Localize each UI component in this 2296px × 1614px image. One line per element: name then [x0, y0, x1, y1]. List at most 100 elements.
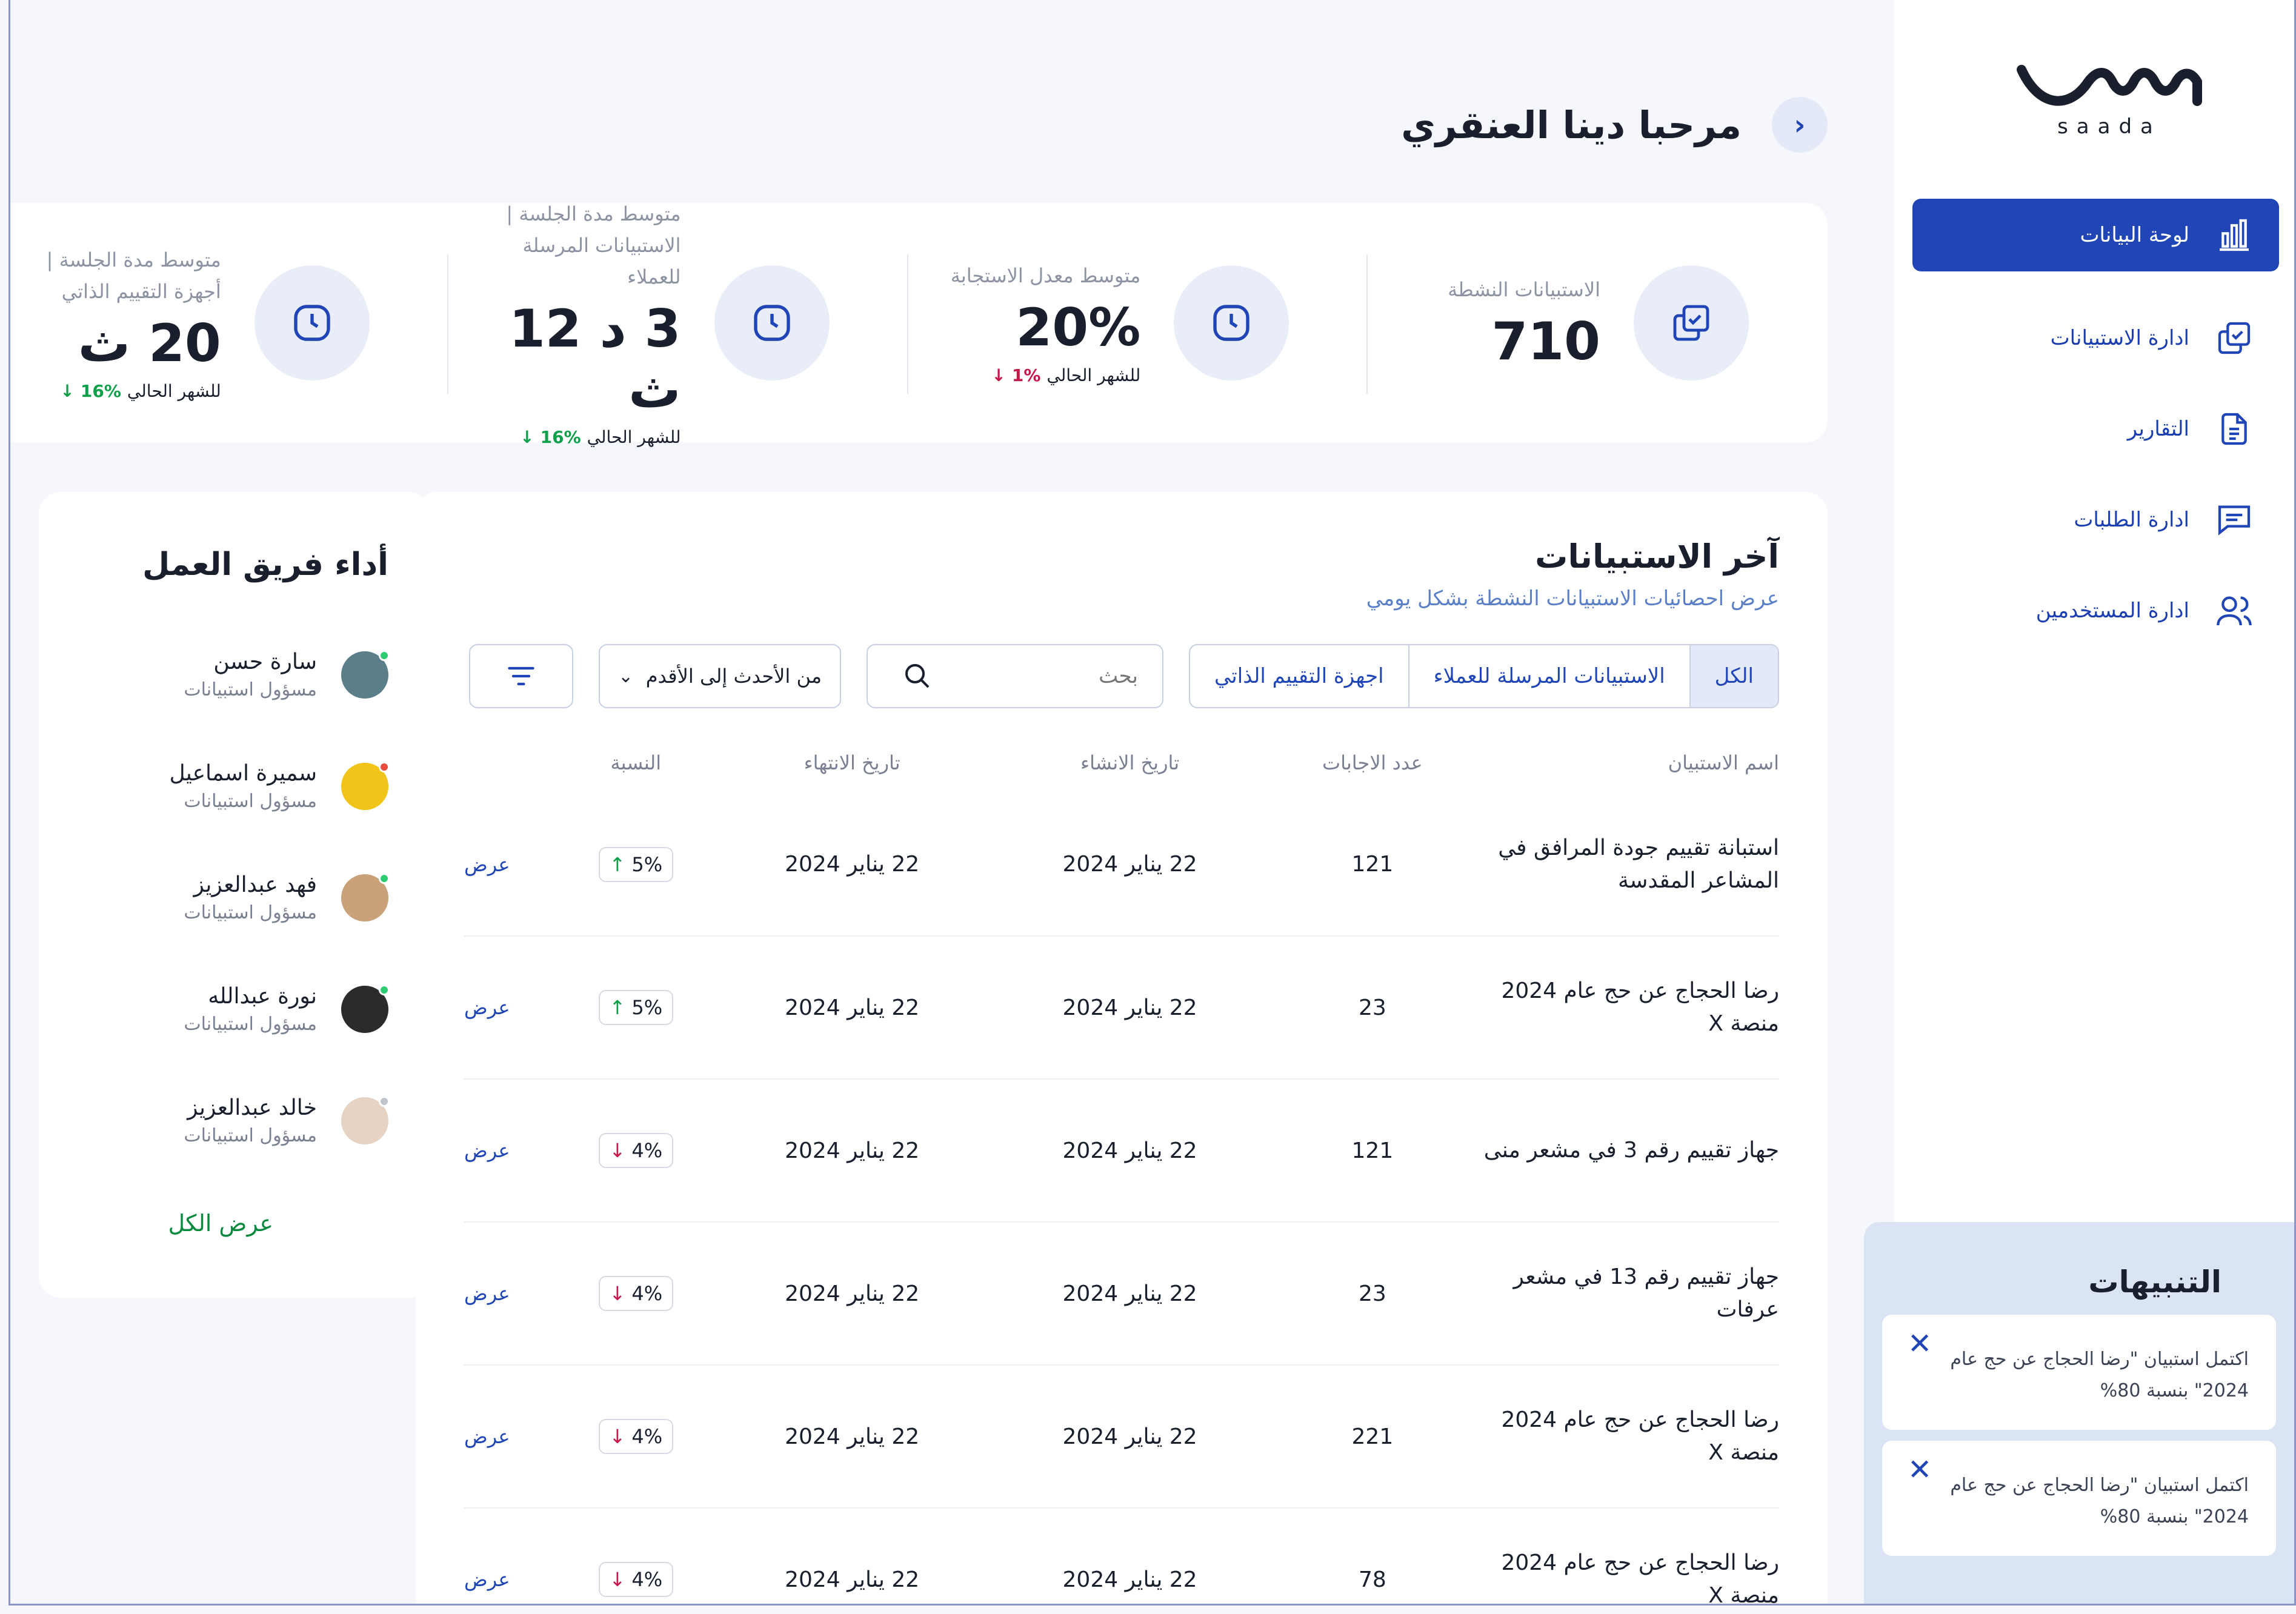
sidebar-item-reports[interactable]: التقارير [1912, 393, 2279, 465]
table-row[interactable]: استبانة تقييم جودة المرافق في المشاعر ال… [464, 793, 1779, 937]
close-icon[interactable]: ✕ [1908, 1453, 1932, 1487]
stat-response-rate: متوسط معدل الاستجابة 20% للشهر الحالي 1%… [908, 203, 1368, 442]
stat-label: متوسط معدل الاستجابة [950, 264, 1141, 287]
search-icon [905, 664, 930, 688]
stat-change-label: للشهر الحالي [127, 381, 221, 401]
sidebar-item-surveys[interactable]: ادارة الاستبيانات [1912, 302, 2279, 374]
rate-value: 4% [631, 1139, 663, 1162]
surveys-controls: الكل الاستبيانات المرسلة للعملاء اجهزة ا… [464, 644, 1779, 708]
team-member[interactable]: خالد عبدالعزيز مسؤول استبيانات [81, 1065, 390, 1177]
survey-responses: 23 [1268, 936, 1476, 1080]
notifications-title: التنبيهات [2088, 1264, 2221, 1300]
view-link[interactable]: عرض [464, 1222, 559, 1366]
search-box[interactable] [866, 644, 1163, 708]
status-dot [379, 762, 390, 772]
tab-all[interactable]: الكل [1689, 645, 1778, 707]
tab-self-devices[interactable]: اجهزة التقييم الذاتي [1214, 664, 1384, 688]
stat-change-label: للشهر الحالي [1047, 365, 1141, 385]
survey-ends: 22 يناير 2024 [713, 1508, 991, 1604]
rate-badge: 5% ↑ [598, 990, 674, 1025]
view-link[interactable]: عرض [464, 936, 559, 1080]
avatar [341, 762, 390, 810]
table-row[interactable]: رضا الحجاج عن حج عام 2024 منصة X 78 22 ي… [464, 1508, 1779, 1604]
rate-badge: 4% ↓ [598, 1562, 674, 1597]
chevron-down-icon: ⌄ [617, 665, 634, 687]
team-member[interactable]: فهد عبدالعزيز مسؤول استبيانات [81, 842, 390, 954]
chevron-left-icon[interactable]: ‹ [1772, 97, 1828, 153]
rate-badge: 4% ↓ [598, 1276, 674, 1311]
status-dot [379, 985, 390, 995]
rate-value: 5% [631, 852, 663, 876]
search-input[interactable] [956, 664, 1138, 688]
status-dot [379, 1096, 390, 1107]
member-role: مسؤول استبيانات [184, 902, 317, 923]
avatar [341, 985, 390, 1033]
notification-card: ✕ اكتمل استبيان "رضا الحجاج عن حج عام 20… [1882, 1441, 2276, 1556]
stat-label: متوسط مدة الجلسة | أجهزة التقييم الذاتي [46, 248, 221, 303]
survey-ends: 22 يناير 2024 [713, 1222, 991, 1366]
status-dot [379, 650, 390, 661]
survey-name: رضا الحجاج عن حج عام 2024 منصة X [1476, 1508, 1779, 1604]
view-link[interactable]: عرض [464, 1508, 559, 1604]
close-icon[interactable]: ✕ [1908, 1327, 1932, 1361]
chat-icon [2214, 499, 2255, 540]
team-member[interactable]: نورة عبدالله مسؤول استبيانات [81, 954, 390, 1065]
view-link[interactable]: عرض [464, 793, 559, 937]
sidebar-item-label: لوحة البيانات [2080, 223, 2190, 247]
survey-created: 22 يناير 2024 [991, 1365, 1269, 1509]
team-member[interactable]: سميرة اسماعيل مسؤول استبيانات [81, 731, 390, 842]
sidebar-item-requests[interactable]: ادارة الطلبات [1912, 483, 2279, 556]
bar-chart-icon [2214, 214, 2255, 256]
logo[interactable]: saada [2015, 58, 2203, 142]
view-link[interactable]: عرض [464, 1079, 559, 1223]
sidebar-item-users[interactable]: ادارة المستخدمين [1912, 574, 2279, 647]
tab-customer-surveys[interactable]: الاستبيانات المرسلة للعملاء [1408, 645, 1689, 707]
stat-change-value: 1% [1011, 365, 1041, 385]
rate-value: 5% [631, 996, 663, 1019]
notification-card: ✕ اكتمل استبيان "رضا الحجاج عن حج عام 20… [1882, 1315, 2276, 1430]
view-link[interactable]: عرض [464, 1365, 559, 1509]
stat-change: للشهر الحالي 1% ↓ [934, 365, 1140, 385]
notification-text: اكتمل استبيان "رضا الحجاج عن حج عام 2024… [1950, 1349, 2249, 1401]
survey-ends: 22 يناير 2024 [713, 793, 991, 937]
rate-value: 4% [631, 1425, 663, 1448]
table-row[interactable]: جهاز تقييم رقم 3 في مشعر منى 121 22 يناي… [464, 1079, 1779, 1223]
sidebar: saada لوحة البيانات ادارة الاستبيانات ال… [1864, 0, 2294, 1604]
team-title: أداء فريق العمل [142, 546, 388, 583]
arrow-up-icon: ↑ [609, 996, 626, 1019]
column-header [464, 732, 559, 793]
survey-created: 22 يناير 2024 [991, 1079, 1269, 1223]
survey-tabs: الكل الاستبيانات المرسلة للعملاء اجهزة ا… [1188, 644, 1779, 708]
page-title: مرحبا دينا العنقري [1401, 102, 1742, 147]
view-all-link[interactable]: عرض الكل [168, 1210, 273, 1237]
filter-button[interactable] [468, 644, 573, 708]
column-header: اسم الاستبيان [1668, 751, 1779, 774]
member-name: خالد عبدالعزيز [187, 1095, 317, 1120]
arrow-down-icon: ↓ [520, 427, 534, 447]
table-row[interactable]: جهاز تقييم رقم 13 في مشعر عرفات 23 22 ين… [464, 1222, 1779, 1366]
page-header: ‹ مرحبا دينا العنقري [1401, 97, 1828, 153]
member-role: مسؤول استبيانات [184, 1014, 317, 1035]
column-header: تاريخ الانتهاء [804, 751, 900, 774]
avatar [341, 873, 390, 922]
table-row[interactable]: رضا الحجاج عن حج عام 2024 منصة X 221 22 … [464, 1365, 1779, 1509]
rate-value: 4% [631, 1568, 663, 1591]
team-member[interactable]: سارة حسن مسؤول استبيانات [81, 619, 390, 731]
sort-value: من الأحدث إلى الأقدم [645, 665, 822, 688]
stat-value: 20 ث [78, 313, 221, 374]
filter-icon [508, 666, 534, 686]
survey-ends: 22 يناير 2024 [713, 1079, 991, 1223]
logo-text: saada [2057, 115, 2161, 139]
users-icon [2214, 590, 2255, 631]
sidebar-item-label: التقارير [2127, 417, 2189, 441]
member-role: مسؤول استبيانات [184, 791, 317, 812]
table-row[interactable]: رضا الحجاج عن حج عام 2024 منصة X 23 22 ي… [464, 936, 1779, 1080]
survey-copy-icon [1634, 265, 1749, 380]
member-name: نورة عبدالله [208, 984, 317, 1009]
survey-responses: 121 [1268, 793, 1476, 937]
sidebar-item-dashboard[interactable]: لوحة البيانات [1912, 199, 2279, 271]
stat-value: 710 [1491, 311, 1600, 372]
sort-select[interactable]: من الأحدث إلى الأقدم ⌄ [598, 644, 841, 708]
arrow-down-icon: ↓ [609, 1568, 626, 1591]
stat-session-customers: متوسط مدة الجلسة | الاستبيانات المرسلة ل… [448, 202, 908, 447]
